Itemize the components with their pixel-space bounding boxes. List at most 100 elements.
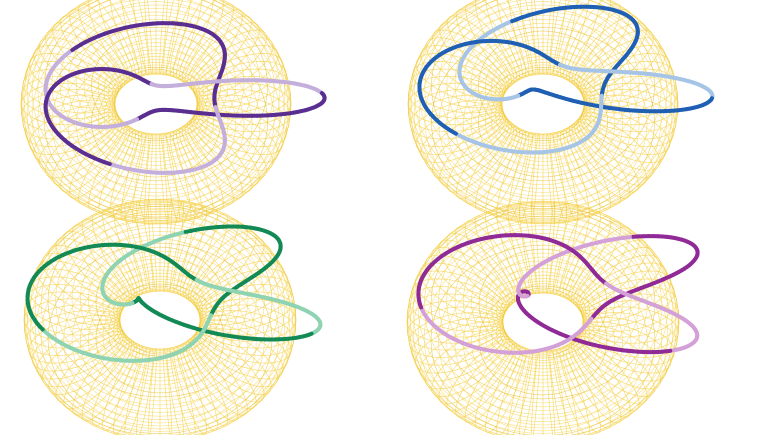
torus-parallel — [407, 202, 679, 434]
torus-parallel — [67, 49, 245, 201]
torus-parallel — [97, 38, 215, 138]
torus-knot-drawing — [20, 0, 327, 225]
torus-parallel — [454, 7, 632, 159]
torus-knot-drawing — [406, 200, 700, 435]
torus-parallel — [499, 277, 587, 352]
torus-parallel — [424, 19, 662, 221]
torus-parallel — [103, 72, 209, 163]
torus-meridian — [109, 0, 143, 77]
torus-parallel — [79, 230, 240, 368]
torus-parallel — [40, 234, 280, 435]
torus-parallel — [496, 292, 590, 373]
torus-parallel — [26, 213, 294, 435]
torus-parallel — [23, 203, 297, 435]
torus-parallel — [484, 70, 602, 170]
torus-parallel — [71, 223, 249, 374]
torus-parallel — [31, 0, 281, 197]
torus-parallel — [95, 246, 225, 357]
torus-parallel — [88, 238, 232, 362]
torus-parallel — [21, 0, 291, 216]
torus-parallel — [67, 7, 245, 159]
torus-parallel — [478, 30, 608, 142]
panel-torus-knot-purple — [0, 0, 384, 225]
torus-parallel — [484, 38, 602, 138]
torus-parallel — [111, 59, 201, 135]
torus-parallel — [454, 225, 632, 376]
torus-parallel — [454, 49, 632, 201]
knot-curve — [417, 4, 715, 155]
torus-parallel — [417, 201, 669, 415]
torus-parallel — [37, 19, 275, 221]
knot-curve — [43, 21, 327, 175]
torus-parallel — [424, 0, 662, 189]
torus-parallel — [24, 200, 296, 432]
torus-parallel — [478, 66, 608, 178]
knot-curve — [416, 233, 700, 355]
torus-parallel — [71, 266, 249, 417]
torus-parallel — [40, 202, 280, 406]
torus-meridian — [577, 329, 662, 390]
torus-parallel — [23, 0, 289, 210]
torus-parallel — [438, 252, 648, 432]
torus-parallel — [21, 0, 291, 223]
torus-parallel — [102, 287, 218, 386]
torus-parallel — [423, 204, 663, 408]
torus-parallel — [37, 0, 275, 189]
torus-parallel — [75, 15, 237, 152]
torus-parallel — [406, 205, 680, 435]
torus-knot-drawing — [407, 0, 715, 225]
torus-parallel — [413, 200, 673, 422]
panel-torus-knot-magenta — [385, 200, 769, 435]
torus-parallel — [24, 208, 296, 435]
torus-parallel — [97, 70, 215, 170]
torus-parallel — [44, 26, 268, 218]
knot-segment — [705, 99, 711, 105]
torus-parallel — [423, 236, 663, 435]
torus-parallel — [88, 278, 232, 402]
torus-parallel — [83, 22, 229, 146]
torus-parallel — [446, 1, 640, 166]
torus-parallel — [490, 72, 596, 163]
torus-parallel — [446, 42, 640, 207]
torus-wireframe — [407, 0, 679, 225]
torus-knot-drawing — [23, 198, 323, 435]
torus-parallel — [471, 280, 615, 404]
torus-meridian — [424, 254, 509, 315]
torus-parallel — [108, 73, 204, 156]
torus-parallel — [408, 0, 678, 216]
torus-meridian — [169, 0, 203, 77]
torus-parallel — [47, 242, 273, 435]
torus-parallel — [63, 258, 257, 424]
torus-parallel — [454, 268, 632, 419]
torus-parallel — [407, 0, 679, 220]
torus-parallel — [470, 22, 616, 146]
knot-curve — [25, 224, 323, 363]
torus-parallel — [103, 45, 209, 136]
torus-parallel — [410, 0, 676, 224]
torus-parallel — [430, 244, 656, 435]
torus-parallel — [431, 26, 655, 218]
torus-meridian — [496, 0, 530, 77]
torus-parallel — [462, 232, 623, 370]
panel-torus-knot-green — [0, 198, 384, 435]
torus-parallel — [446, 260, 640, 426]
torus-parallel — [116, 275, 204, 350]
torus-parallel — [485, 289, 601, 388]
torus-parallel — [59, 42, 253, 207]
torus-parallel — [413, 0, 672, 204]
torus-parallel — [491, 291, 595, 380]
torus-wireframe — [23, 198, 297, 435]
torus-parallel — [23, 0, 289, 224]
torus-parallel — [478, 285, 608, 396]
torus-parallel — [26, 0, 285, 204]
torus-parallel — [462, 56, 624, 193]
torus-parallel — [478, 248, 608, 359]
torus-parallel — [108, 289, 212, 378]
torus-parallel — [20, 0, 292, 220]
torus-meridian — [424, 329, 509, 390]
panel-torus-knot-blue — [385, 0, 769, 225]
torus-parallel — [95, 283, 225, 394]
torus-parallel — [113, 290, 207, 371]
torus-parallel — [490, 45, 596, 136]
